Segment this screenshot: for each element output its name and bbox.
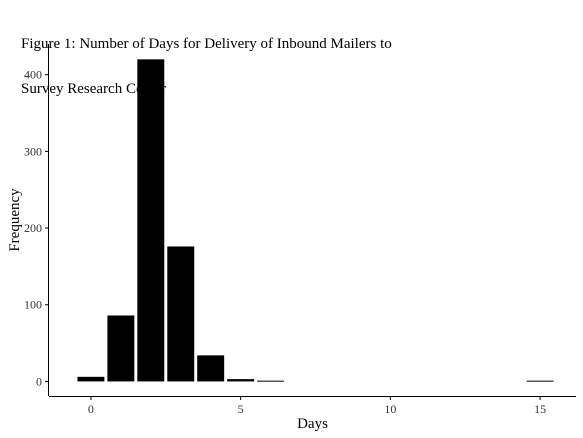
x-tick-label: 5 bbox=[238, 402, 244, 416]
x-tick-label: 0 bbox=[88, 402, 94, 416]
x-tick-label: 15 bbox=[534, 402, 546, 416]
bar-day-15 bbox=[526, 380, 554, 382]
y-axis-label: Frequency bbox=[7, 188, 23, 252]
x-axis-label: Days bbox=[297, 416, 328, 432]
x-ticks: 0 5 10 15 bbox=[88, 396, 546, 416]
bars-layer bbox=[77, 59, 554, 382]
y-tick-label: 200 bbox=[24, 221, 42, 235]
bar-day-0 bbox=[77, 376, 105, 382]
bar-day-2 bbox=[137, 59, 165, 382]
y-tick-label: 0 bbox=[36, 374, 42, 388]
bar-day-4 bbox=[197, 355, 225, 382]
y-tick-label: 400 bbox=[24, 68, 42, 82]
bar-day-3 bbox=[167, 246, 195, 382]
y-tick-label: 300 bbox=[24, 144, 42, 158]
bar-day-6 bbox=[257, 380, 285, 382]
chart-title: Figure 1: Number of Days for Delivery of… bbox=[21, 7, 392, 127]
y-tick-label: 100 bbox=[24, 298, 42, 312]
x-tick-label: 10 bbox=[384, 402, 396, 416]
chart-title-line-1: Figure 1: Number of Days for Delivery of… bbox=[21, 36, 392, 52]
y-ticks: 0 100 200 300 400 bbox=[24, 68, 49, 388]
axes-layer bbox=[48, 44, 576, 397]
bar-day-1 bbox=[107, 315, 135, 382]
bar-day-5 bbox=[227, 379, 255, 382]
